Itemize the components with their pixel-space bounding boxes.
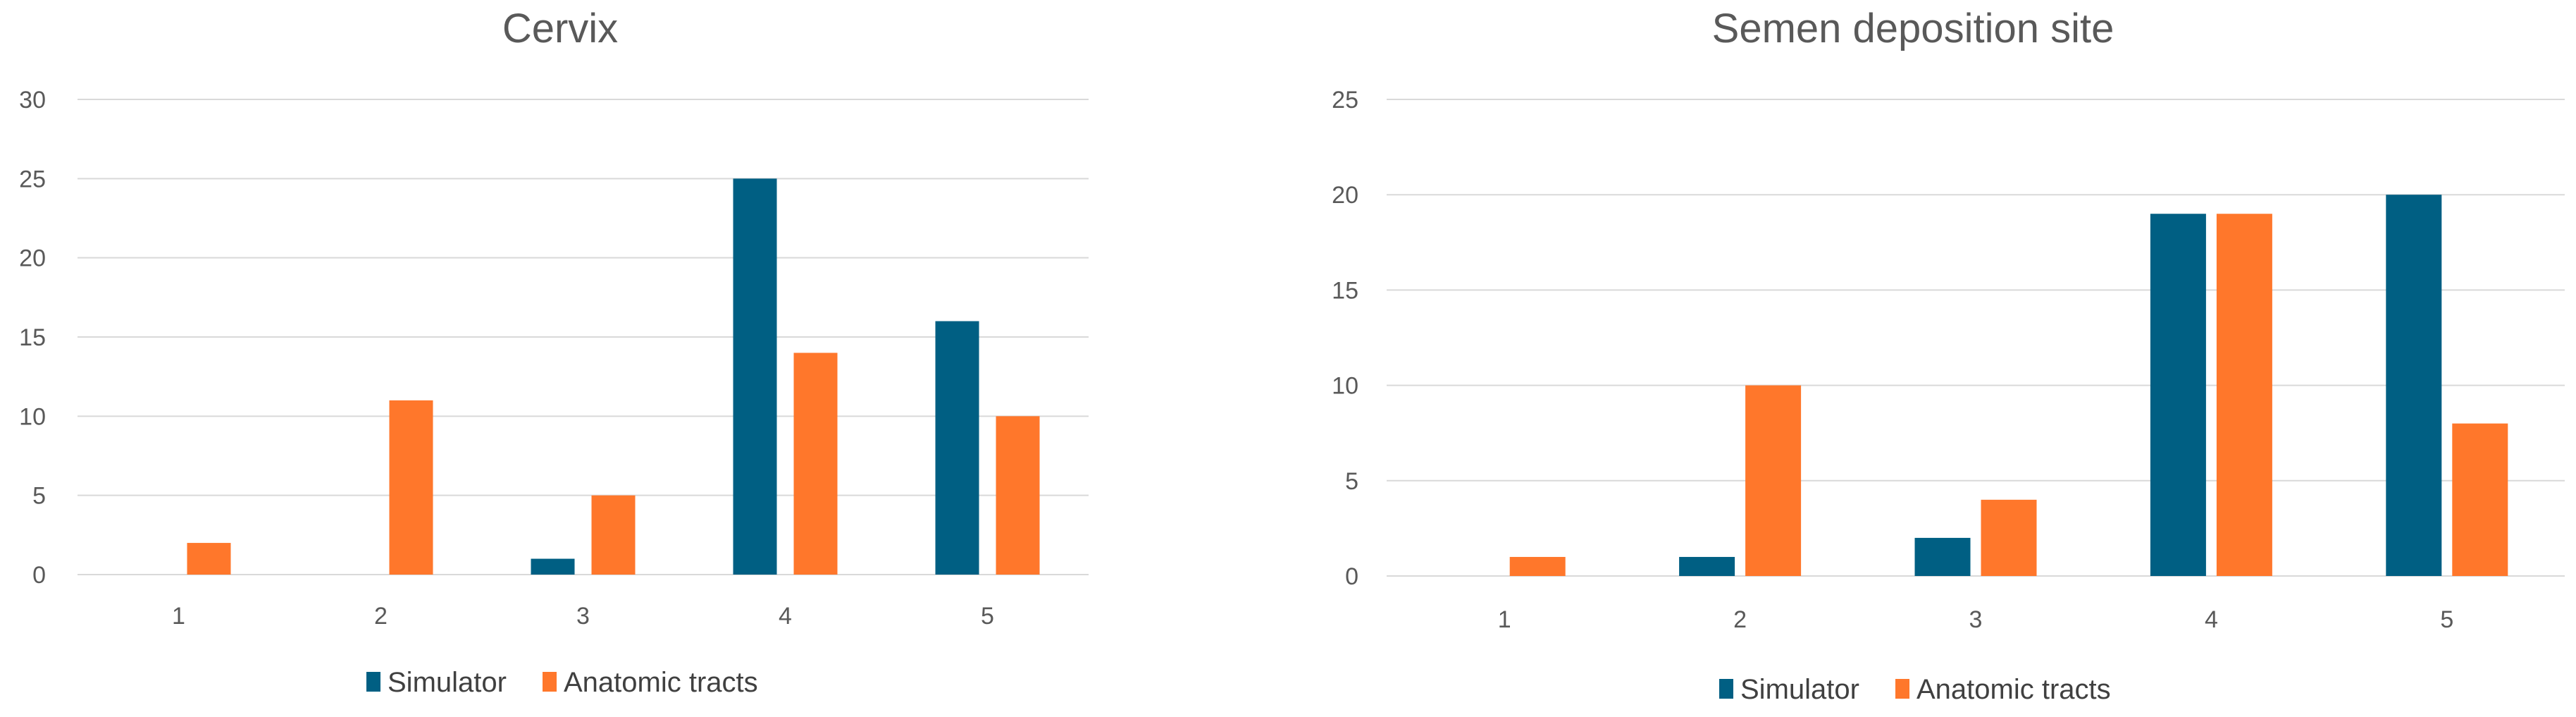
legend: Simulator Anatomic tracts — [366, 667, 758, 698]
x-tick-label: 3 — [1969, 606, 1983, 633]
x-tick-label: 5 — [2440, 606, 2453, 633]
chart-semen-deposition-site: Semen deposition site 0 5 10 15 20 25 1 2 3 4 5 S… — [1332, 6, 2565, 705]
y-tick-label: 5 — [32, 483, 46, 510]
y-tick-label: 10 — [19, 403, 46, 430]
bar-simulator-3 — [531, 558, 575, 575]
y-tick-label: 5 — [1345, 468, 1358, 495]
bar-anatomic-tracts-4 — [2216, 214, 2272, 576]
legend: Simulator Anatomic tracts — [1719, 674, 2111, 705]
bar-anatomic-tracts-2 — [1745, 385, 1802, 576]
x-tick-label: 5 — [981, 603, 994, 630]
bar-simulator-2 — [1679, 556, 1735, 576]
x-tick-labels: 1 2 3 4 5 — [172, 603, 994, 630]
bar-anatomic-tracts-3 — [591, 495, 636, 575]
chart-title: Cervix — [502, 6, 618, 51]
bar-anatomic-tracts-3 — [1981, 499, 2037, 576]
x-tick-labels: 1 2 3 4 5 — [1498, 606, 2454, 633]
grid-lines — [1387, 99, 2565, 577]
grid-lines — [78, 99, 1089, 575]
legend-swatch-anatomic-tracts — [1895, 679, 1909, 699]
x-tick-label: 1 — [172, 603, 185, 630]
legend-label-simulator: Simulator — [388, 667, 507, 698]
bars — [1509, 195, 2508, 576]
bar-simulator-5 — [935, 321, 979, 575]
chart-cervix: Cervix 0 5 10 15 20 25 30 1 2 3 4 5 Simulator Anat… — [19, 6, 1089, 698]
x-tick-label: 2 — [1733, 606, 1747, 633]
x-tick-label: 4 — [2205, 606, 2218, 633]
y-tick-label: 30 — [19, 87, 46, 114]
bar-anatomic-tracts-5 — [996, 416, 1040, 575]
y-tick-labels: 0 5 10 15 20 25 30 — [19, 87, 46, 589]
chart-title: Semen deposition site — [1712, 6, 2114, 51]
bar-anatomic-tracts-5 — [2452, 423, 2508, 576]
x-tick-label: 3 — [576, 603, 590, 630]
bar-anatomic-tracts-2 — [389, 400, 433, 575]
y-tick-label: 0 — [1345, 563, 1358, 590]
legend-label-anatomic-tracts: Anatomic tracts — [1916, 674, 2111, 705]
bar-simulator-4 — [2150, 214, 2206, 576]
y-tick-label: 10 — [1332, 373, 1358, 400]
x-tick-label: 4 — [779, 603, 792, 630]
bars — [187, 178, 1040, 575]
y-tick-label: 15 — [19, 324, 46, 351]
y-tick-labels: 0 5 10 15 20 25 — [1332, 87, 1358, 590]
y-tick-label: 0 — [32, 562, 46, 589]
legend-swatch-simulator — [1719, 679, 1733, 699]
legend-swatch-simulator — [366, 672, 380, 692]
bar-anatomic-tracts-1 — [1509, 556, 1566, 576]
y-tick-label: 25 — [1332, 87, 1358, 114]
bar-simulator-5 — [2386, 195, 2442, 576]
y-tick-label: 20 — [1332, 182, 1358, 209]
x-tick-label: 1 — [1498, 606, 1511, 633]
x-tick-label: 2 — [374, 603, 388, 630]
bar-anatomic-tracts-4 — [793, 353, 838, 575]
y-tick-label: 20 — [19, 245, 46, 272]
bar-simulator-4 — [733, 178, 777, 575]
legend-swatch-anatomic-tracts — [543, 672, 557, 692]
y-tick-label: 15 — [1332, 277, 1358, 304]
y-tick-label: 25 — [19, 166, 46, 192]
legend-label-simulator: Simulator — [1740, 674, 1859, 705]
bar-simulator-3 — [1914, 537, 1971, 576]
bar-anatomic-tracts-1 — [187, 543, 231, 575]
legend-label-anatomic-tracts: Anatomic tracts — [564, 667, 758, 698]
